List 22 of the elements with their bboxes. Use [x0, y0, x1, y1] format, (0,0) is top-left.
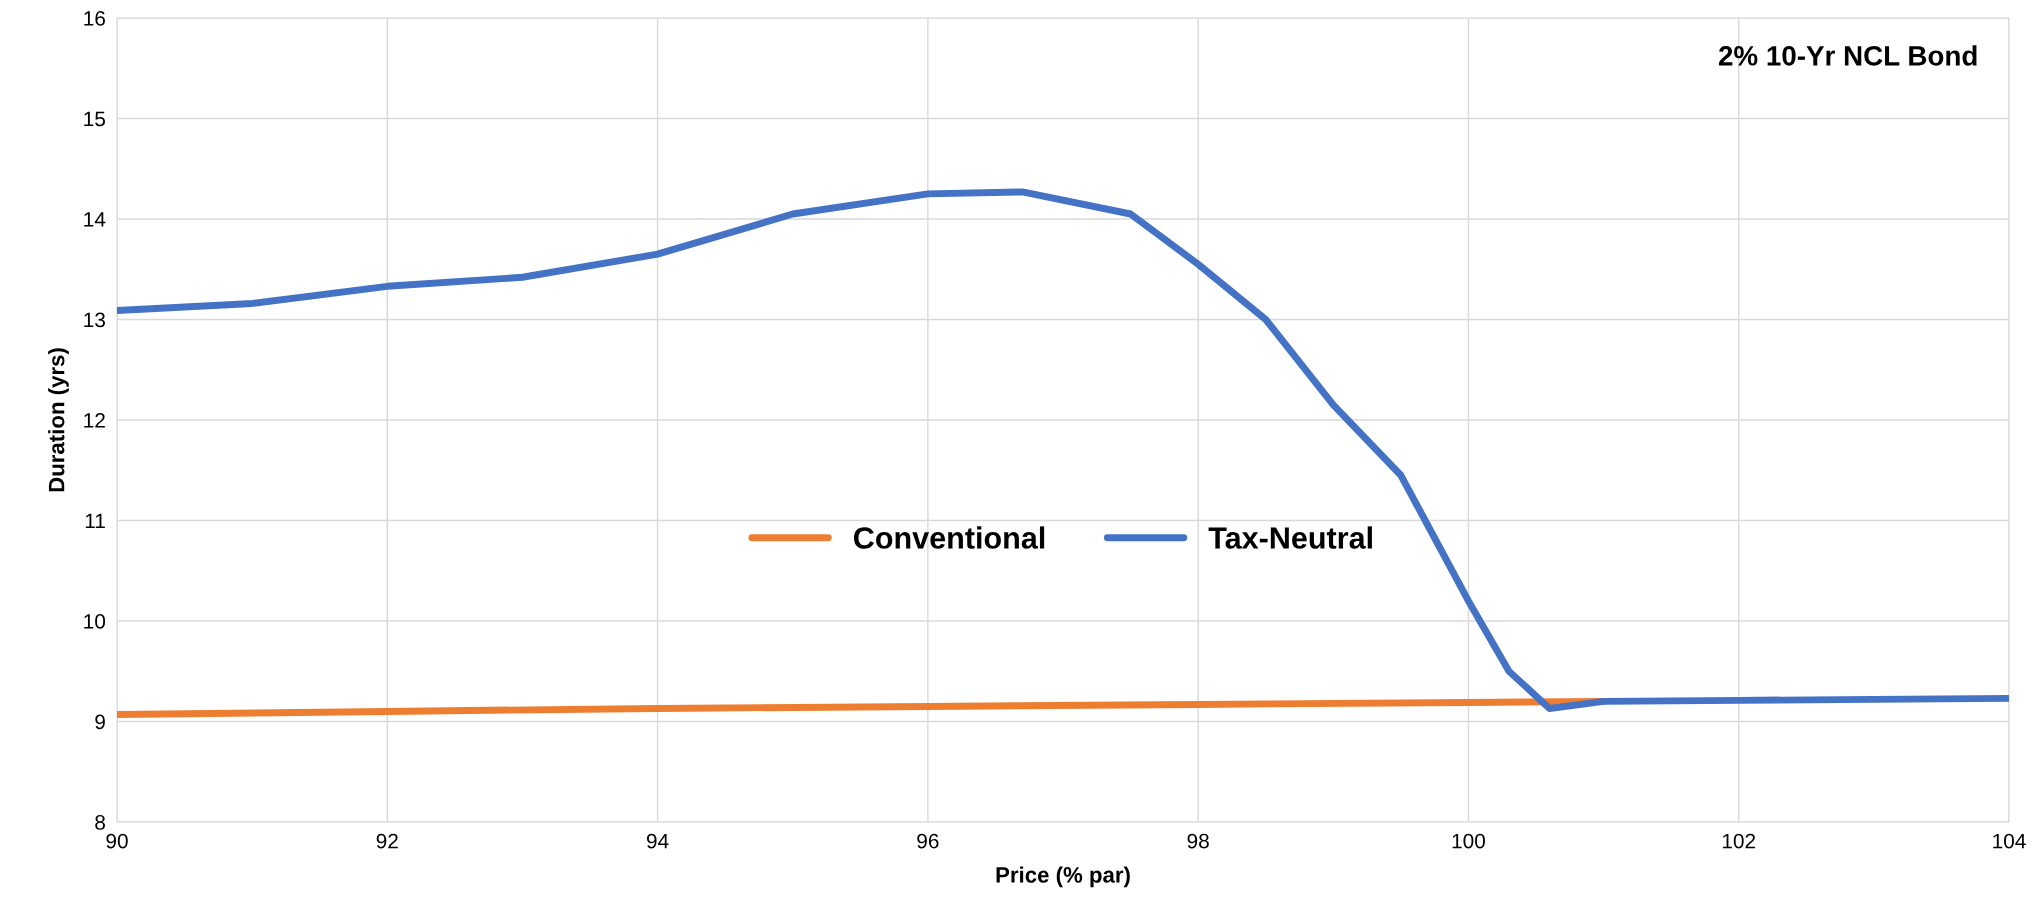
legend-label: Tax-Neutral — [1208, 526, 1372, 549]
x-tick-label: 98 — [1187, 833, 1209, 849]
y-tick-label: 9 — [95, 714, 105, 730]
y-axis-title: Duration (yrs) — [48, 348, 69, 492]
legend-label: Conventional — [854, 526, 1045, 549]
y-tick-label: 8 — [95, 815, 105, 830]
x-tick-label: 92 — [376, 833, 398, 849]
y-tick-label: 16 — [84, 11, 105, 26]
x-tick-label: 104 — [1993, 833, 2026, 849]
y-tick-label: 11 — [85, 513, 105, 529]
x-axis-title: Price (% par) — [996, 866, 1130, 888]
x-tick-label: 96 — [917, 833, 939, 849]
y-tick-label: 10 — [84, 614, 106, 629]
x-tick-label: 102 — [1722, 833, 1756, 849]
y-tick-label: 13 — [84, 312, 105, 328]
annotation: 2% 10-Yr NCL Bond — [1718, 45, 1977, 66]
y-tick-label: 12 — [84, 413, 105, 428]
x-tick-label: 90 — [106, 833, 128, 849]
y-tick-label: 14 — [84, 212, 106, 227]
x-tick-label: 100 — [1452, 833, 1485, 849]
y-tick-label: 15 — [84, 111, 106, 127]
x-tick-label: 94 — [646, 833, 669, 849]
